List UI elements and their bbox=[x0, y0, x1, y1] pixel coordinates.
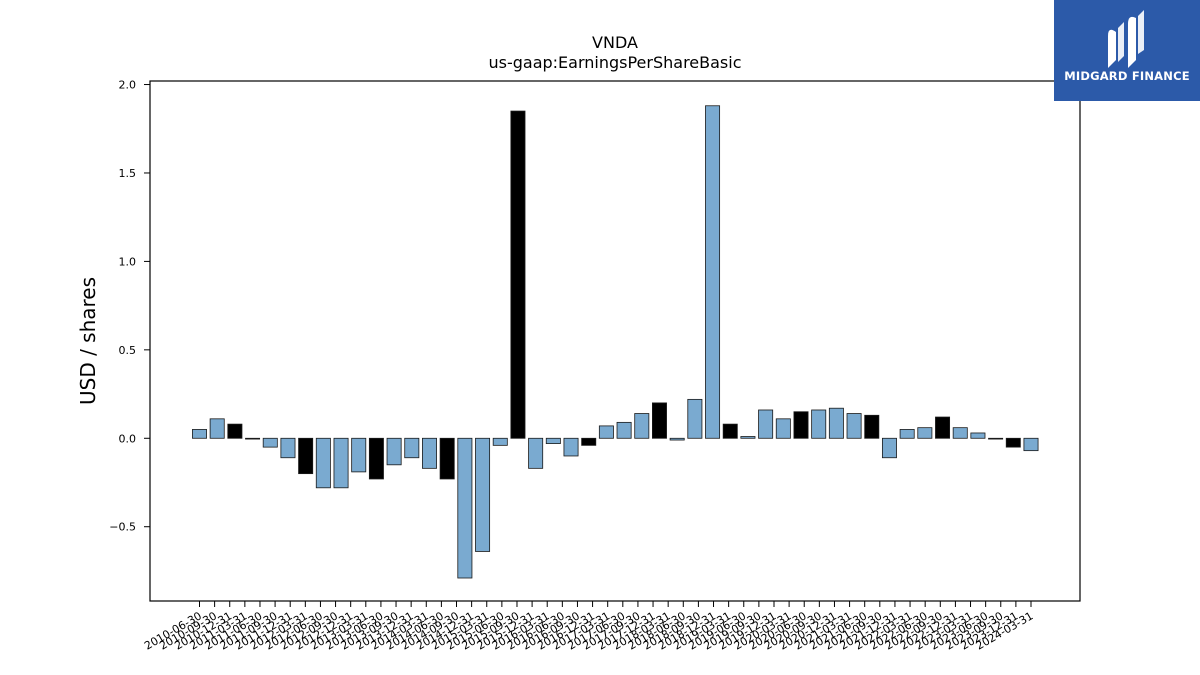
bar bbox=[828, 407, 844, 439]
bar bbox=[439, 437, 455, 480]
bar bbox=[368, 437, 384, 480]
bar bbox=[545, 437, 561, 444]
bar bbox=[722, 423, 738, 439]
bar bbox=[333, 437, 349, 489]
bars-group bbox=[192, 105, 1039, 579]
y-ticks-group: −0.5 0.0 0.5 1.0 1.5 2.0 bbox=[109, 79, 150, 534]
bar bbox=[811, 409, 827, 439]
bar bbox=[652, 402, 667, 439]
bar bbox=[351, 437, 367, 473]
bar bbox=[280, 437, 296, 459]
bar bbox=[492, 437, 508, 446]
bar bbox=[422, 437, 437, 469]
bar bbox=[740, 436, 756, 439]
bar bbox=[758, 409, 774, 439]
bar bbox=[475, 437, 491, 552]
bar bbox=[227, 423, 243, 439]
bar bbox=[881, 437, 897, 459]
y-tick-label: 0.0 bbox=[119, 432, 137, 445]
y-tick-label: −0.5 bbox=[109, 521, 136, 534]
chart-subtitle: us-gaap:EarningsPerShareBasic bbox=[488, 53, 741, 72]
y-tick-label: 0.5 bbox=[119, 344, 137, 357]
x-ticks-group: 2010-06-302010-09-302010-12-312011-03-31… bbox=[142, 601, 1036, 653]
bar bbox=[669, 437, 685, 441]
brand-logo: MIDGARD FINANCE bbox=[1054, 0, 1200, 101]
y-axis-label: USD / shares bbox=[76, 277, 100, 405]
bar bbox=[634, 413, 650, 439]
brand-logo-text: MIDGARD FINANCE bbox=[1064, 69, 1190, 83]
y-tick-label: 1.0 bbox=[119, 255, 137, 268]
bar bbox=[616, 421, 632, 439]
bar bbox=[245, 437, 261, 440]
bar bbox=[846, 413, 862, 439]
bar bbox=[598, 425, 614, 439]
bar bbox=[457, 437, 473, 579]
bar bbox=[192, 429, 207, 439]
bar bbox=[209, 418, 225, 439]
bar bbox=[988, 437, 1004, 440]
bar bbox=[1023, 437, 1039, 452]
bar bbox=[510, 110, 526, 439]
y-tick-label: 2.0 bbox=[119, 79, 137, 92]
bar bbox=[775, 418, 791, 439]
bar bbox=[581, 437, 597, 446]
bar bbox=[917, 427, 933, 439]
bar bbox=[864, 414, 880, 439]
chart-title: VNDA bbox=[592, 33, 638, 52]
bar bbox=[298, 437, 314, 475]
bar bbox=[970, 432, 986, 439]
bar bbox=[687, 398, 703, 439]
bar bbox=[404, 437, 420, 459]
bar bbox=[899, 429, 915, 439]
plot-frame bbox=[149, 80, 1081, 602]
bar bbox=[705, 105, 721, 439]
bar bbox=[1005, 437, 1021, 448]
bar bbox=[563, 437, 579, 457]
bar bbox=[935, 416, 951, 439]
bar bbox=[386, 437, 402, 466]
bar bbox=[262, 437, 278, 448]
midgard-logo-icon bbox=[1108, 10, 1144, 68]
y-tick-label: 1.5 bbox=[119, 167, 137, 180]
bar bbox=[952, 427, 968, 439]
bar bbox=[793, 411, 809, 439]
bar bbox=[315, 437, 331, 489]
bar bbox=[528, 437, 544, 469]
